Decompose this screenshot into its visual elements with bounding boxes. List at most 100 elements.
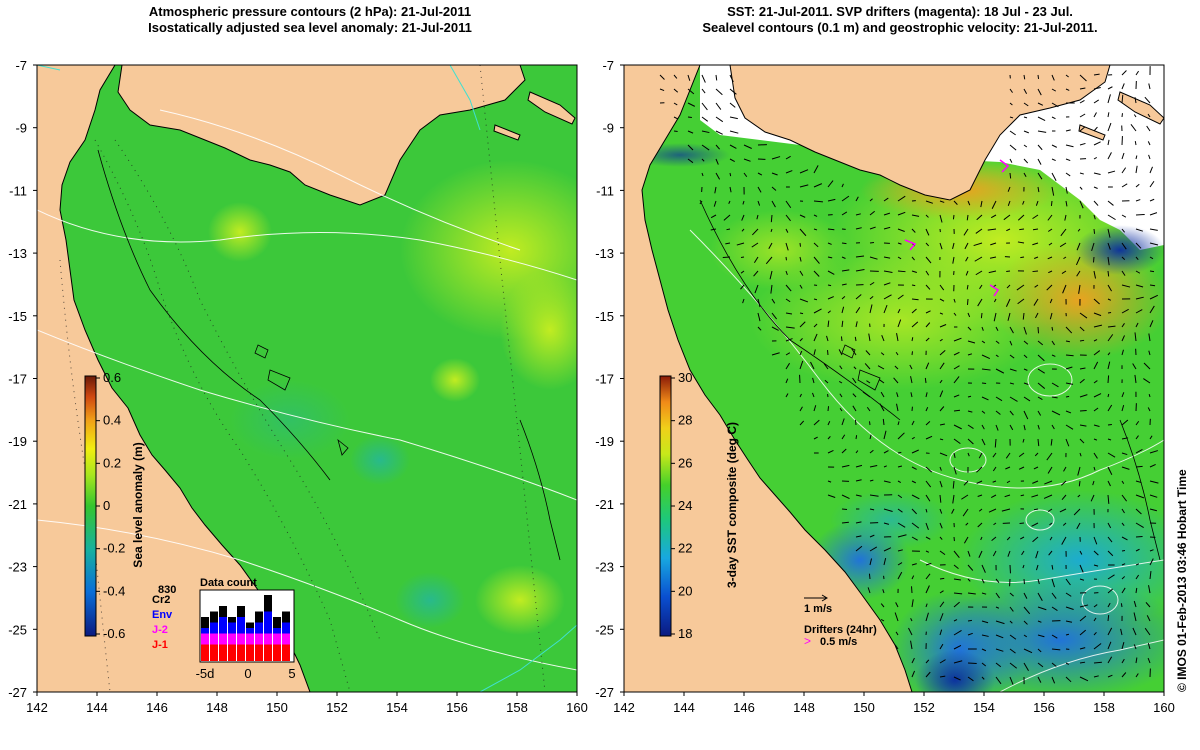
velocity-arrow bbox=[1107, 334, 1114, 342]
velocity-arrow bbox=[1048, 242, 1053, 246]
velocity-arrow bbox=[1061, 494, 1067, 501]
velocity-arrow bbox=[1107, 674, 1113, 678]
velocity-arrow bbox=[869, 534, 875, 538]
velocity-arrow bbox=[1043, 494, 1053, 499]
velocity-arrow bbox=[1007, 200, 1011, 206]
velocity-arrow bbox=[1135, 587, 1138, 594]
velocity-arrow bbox=[1093, 452, 1098, 459]
velocity-arrow bbox=[1009, 634, 1017, 640]
count-bar-segment bbox=[201, 628, 209, 634]
velocity-arrow bbox=[1144, 627, 1151, 636]
velocity-arrow bbox=[1076, 270, 1081, 277]
velocity-arrow bbox=[967, 200, 971, 206]
count-bar-segment bbox=[210, 633, 218, 645]
velocity-arrow bbox=[1135, 322, 1139, 328]
velocity-arrow bbox=[1148, 83, 1151, 90]
velocity-arrow bbox=[1135, 183, 1140, 188]
velocity-arrow bbox=[1135, 673, 1139, 678]
velocity-arrow bbox=[1093, 380, 1098, 384]
velocity-arrow bbox=[987, 228, 997, 231]
velocity-arrow bbox=[1121, 466, 1130, 470]
velocity-arrow bbox=[785, 326, 795, 329]
velocity-arrow bbox=[1093, 350, 1101, 356]
velocity-arrow bbox=[939, 242, 943, 250]
velocity-arrow bbox=[953, 676, 961, 681]
velocity-arrow bbox=[869, 304, 873, 314]
velocity-arrow bbox=[1037, 410, 1042, 416]
velocity-arrow bbox=[939, 214, 943, 223]
velocity-arrow bbox=[883, 294, 892, 300]
velocity-arrow bbox=[1107, 466, 1113, 475]
velocity-arrow bbox=[1046, 284, 1053, 291]
velocity-arrow bbox=[967, 410, 973, 413]
velocity-arrow bbox=[925, 200, 934, 204]
velocity-arrow bbox=[813, 228, 818, 231]
velocity-arrow bbox=[813, 323, 818, 328]
velocity-arrow bbox=[978, 508, 983, 512]
x-tick-label: 144 bbox=[673, 700, 695, 715]
velocity-arrow bbox=[813, 436, 818, 440]
velocity-arrow bbox=[852, 393, 857, 398]
velocity-arrow bbox=[939, 423, 945, 426]
velocity-arrow bbox=[1078, 284, 1081, 294]
velocity-arrow bbox=[1078, 480, 1081, 487]
velocity-arrow bbox=[1065, 158, 1071, 162]
left-x-axis: 142 144 146 148 150 152 154 156 158 160 bbox=[26, 692, 588, 715]
velocity-arrow bbox=[880, 603, 885, 608]
velocity-arrow bbox=[989, 256, 997, 259]
velocity-arrow bbox=[988, 270, 997, 274]
island bbox=[493, 124, 521, 141]
velocity-arrow bbox=[953, 394, 960, 398]
velocity-arrow bbox=[908, 627, 913, 636]
velocity-arrow bbox=[1035, 564, 1039, 571]
velocity-arrow bbox=[991, 200, 997, 209]
velocity-arrow bbox=[925, 228, 930, 236]
velocity-arrow bbox=[799, 228, 807, 237]
velocity-arrow bbox=[799, 184, 809, 188]
velocity-arrow bbox=[1076, 522, 1081, 530]
x-tick-label: 142 bbox=[613, 700, 635, 715]
velocity-arrow bbox=[975, 270, 983, 276]
velocity-arrow bbox=[1134, 97, 1137, 104]
velocity-arrow bbox=[1079, 339, 1085, 342]
drifter-scale-label: 0.5 m/s bbox=[820, 636, 857, 648]
velocity-arrow bbox=[855, 479, 862, 482]
velocity-arrow bbox=[1121, 658, 1125, 664]
velocity-arrow bbox=[868, 573, 871, 580]
velocity-arrow bbox=[1107, 438, 1112, 441]
velocity-arrow bbox=[966, 214, 969, 221]
velocity-arrow bbox=[785, 393, 789, 398]
velocity-arrow bbox=[1035, 200, 1039, 206]
velocity-arrow bbox=[1051, 186, 1055, 196]
velocity-arrow bbox=[687, 130, 694, 134]
count-bar-segment bbox=[255, 611, 263, 623]
sla-high-patch bbox=[208, 202, 272, 262]
velocity-arrow bbox=[1037, 368, 1045, 374]
velocity-arrow bbox=[1065, 382, 1074, 385]
velocity-arrow bbox=[897, 211, 906, 216]
velocity-arrow bbox=[866, 406, 871, 412]
count-bar-segment bbox=[210, 622, 218, 634]
velocity-arrow bbox=[841, 494, 850, 499]
velocity-arrow bbox=[1135, 256, 1139, 260]
velocity-arrow bbox=[855, 435, 858, 440]
y-tick-label: -27 bbox=[8, 685, 27, 700]
velocity-arrow bbox=[687, 88, 695, 95]
data-count-inset: Data count 830 Cr2 Env J-2 J-1 -5d 0 5 bbox=[152, 577, 296, 681]
velocity-arrow bbox=[1093, 214, 1096, 220]
velocity-arrow bbox=[1037, 648, 1042, 653]
velocity-arrow bbox=[729, 130, 739, 134]
velocity-arrow bbox=[981, 676, 985, 680]
velocity-arrow bbox=[785, 352, 791, 356]
velocity-arrow bbox=[1121, 70, 1127, 76]
velocity-arrow bbox=[770, 214, 773, 223]
velocity-arrow bbox=[1048, 550, 1053, 556]
velocity-arrow bbox=[939, 379, 943, 384]
velocity-arrow bbox=[967, 395, 972, 398]
velocity-arrow bbox=[981, 438, 986, 446]
velocity-arrow bbox=[894, 644, 899, 650]
velocity-arrow bbox=[1065, 410, 1072, 414]
velocity-arrow bbox=[981, 620, 989, 624]
data-count-title: Data count bbox=[200, 577, 257, 589]
velocity-arrow bbox=[1007, 312, 1011, 321]
